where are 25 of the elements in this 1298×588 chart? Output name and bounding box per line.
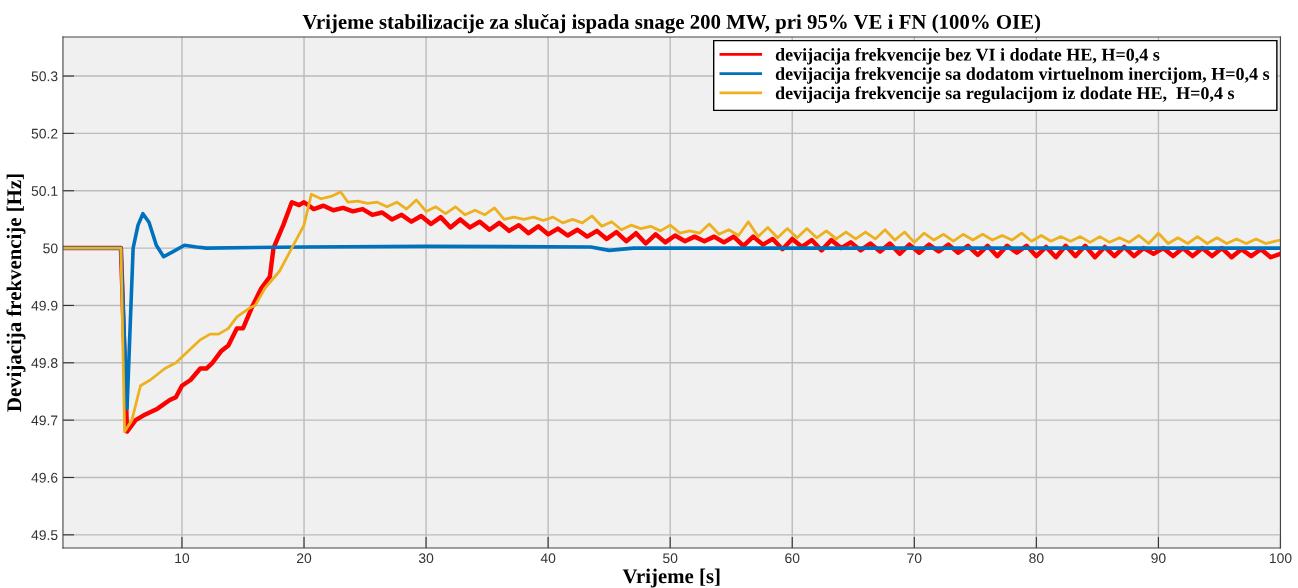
x-tick-label: 10 [175,553,190,564]
y-axis-title: Devijacija frekvencije [Hz] [6,174,26,412]
y-tick-label: 49.7 [31,415,58,426]
legend-label: devijacija frekvencije bez VI i dodate HE, H=0,4 s [775,47,1160,65]
y-tick-label: 49.6 [31,472,58,483]
x-tick-label: 100 [1269,553,1292,564]
legend-label: devijacija frekvencije sa regulacijom iz dodate HE, H=0,4 s [775,86,1235,104]
y-tick-label: 49.5 [31,530,58,540]
y-tick-label: 50.1 [31,186,58,196]
x-tick-label: 50 [663,553,678,564]
x-tick-label: 20 [296,553,312,564]
x-tick-label: 70 [907,553,922,564]
y-tick-label: 50.3 [31,71,58,82]
x-tick-label: 60 [785,553,800,564]
chart-title: Vrijeme stabilizacije za slučaj ispada snage 200 MW, pri 95% VE i FN (100% OIE) [302,14,1041,34]
y-tick-label: 49.9 [31,300,58,311]
y-tick-label: 50 [43,243,58,254]
legend-label: devijacija frekvencije sa dodatom virtuelnom inercijom, H=0,4 s [775,67,1270,84]
y-tick-label: 49.8 [31,358,58,368]
x-tick-label: 30 [418,553,434,564]
x-tick-label: 90 [1151,553,1166,564]
x-axis-title: Vrijeme [s] [622,568,720,588]
x-tick-label: 40 [540,553,556,564]
x-tick-label: 80 [1029,553,1044,564]
y-tick-label: 50.2 [31,128,58,139]
